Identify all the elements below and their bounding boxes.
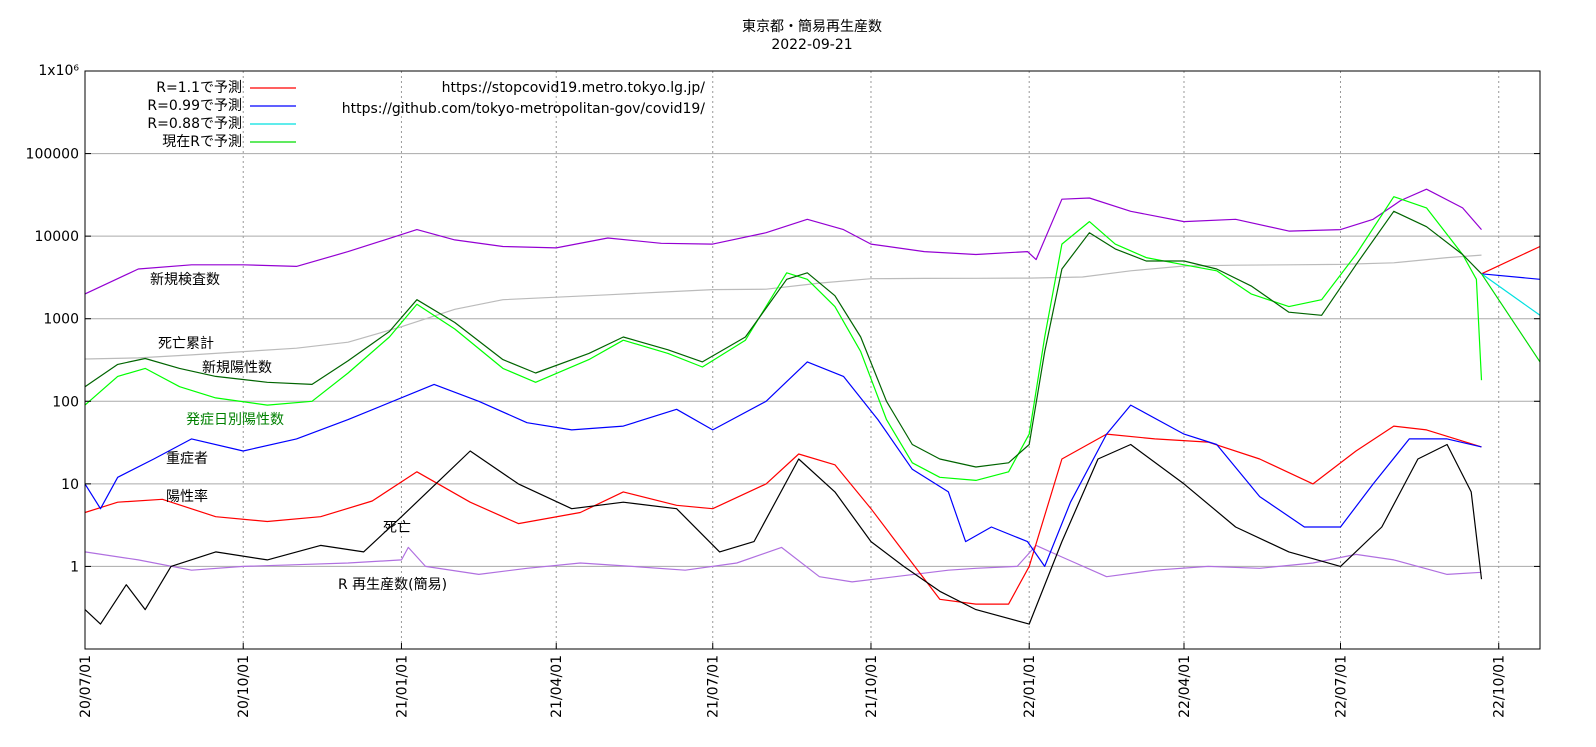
series-line xyxy=(84,210,1482,468)
x-tick-label: 21/01/01 xyxy=(394,655,410,718)
chart-subtitle: 2022-09-21 xyxy=(771,37,852,53)
plot-frame xyxy=(84,70,1541,650)
x-tick-label: 21/07/01 xyxy=(706,655,722,718)
y-tick-label: 10000 xyxy=(34,229,79,245)
source-url-1: https://stopcovid19.metro.tokyo.lg.jp/ xyxy=(442,80,706,96)
chart-title: 東京都・簡易再生産数 xyxy=(742,19,882,35)
series-line xyxy=(1481,273,1541,363)
series-label: R 再生産数(簡易) xyxy=(338,577,447,593)
y-tick-label: 1000 xyxy=(43,312,79,328)
y-tick-label: 1x10⁶ xyxy=(38,63,79,79)
x-axis: 20/07/01 20/10/01 21/01/01 21/04/01 21/07/01… xyxy=(78,643,1508,718)
y-axis: 1x10⁶ 100000 10000 1000 100 10 1 xyxy=(26,63,1540,575)
x-tick-label: 22/04/01 xyxy=(1177,655,1193,718)
series-line xyxy=(1481,273,1541,316)
series-label: 重症者 xyxy=(166,451,208,467)
y-tick-label: 1 xyxy=(70,559,79,575)
y-tick-label: 100000 xyxy=(26,147,79,163)
legend-label: R=0.99で予測 xyxy=(147,98,242,114)
series-line xyxy=(1481,273,1541,280)
series-line xyxy=(84,188,1482,295)
series-line xyxy=(84,196,1483,481)
series-label: 新規陽性数 xyxy=(202,360,272,376)
series-label: 死亡累計 xyxy=(158,336,214,352)
legend-label: R=0.88で予測 xyxy=(147,116,242,132)
series-line xyxy=(84,425,1482,605)
series-line xyxy=(1481,245,1541,275)
series-line xyxy=(84,361,1482,568)
series-lines xyxy=(84,188,1541,625)
x-tick-label: 21/10/01 xyxy=(864,655,880,718)
grid xyxy=(84,70,1540,649)
x-tick-label: 22/01/01 xyxy=(1022,655,1038,718)
series-label: 陽性率 xyxy=(166,488,208,505)
series-label: 新規検査数 xyxy=(150,272,220,288)
x-tick-label: 20/10/01 xyxy=(236,655,252,718)
series-label: 死亡 xyxy=(383,520,411,536)
y-tick-label: 100 xyxy=(52,394,79,410)
legend-label: R=1.1で予測 xyxy=(156,80,242,96)
series-line xyxy=(84,254,1482,360)
x-tick-label: 22/07/01 xyxy=(1333,655,1349,718)
series-line xyxy=(84,443,1483,625)
x-tick-label: 22/10/01 xyxy=(1492,655,1508,718)
series-label: 発症日別陽性数 xyxy=(186,412,284,428)
series-line xyxy=(84,544,1482,583)
x-tick-label: 21/04/01 xyxy=(549,655,565,718)
y-tick-label: 10 xyxy=(61,477,79,493)
legend-label: 現在Rで予測 xyxy=(162,134,242,150)
x-tick-label: 20/07/01 xyxy=(78,655,94,718)
source-url-2: https://github.com/tokyo-metropolitan-go… xyxy=(342,101,706,117)
